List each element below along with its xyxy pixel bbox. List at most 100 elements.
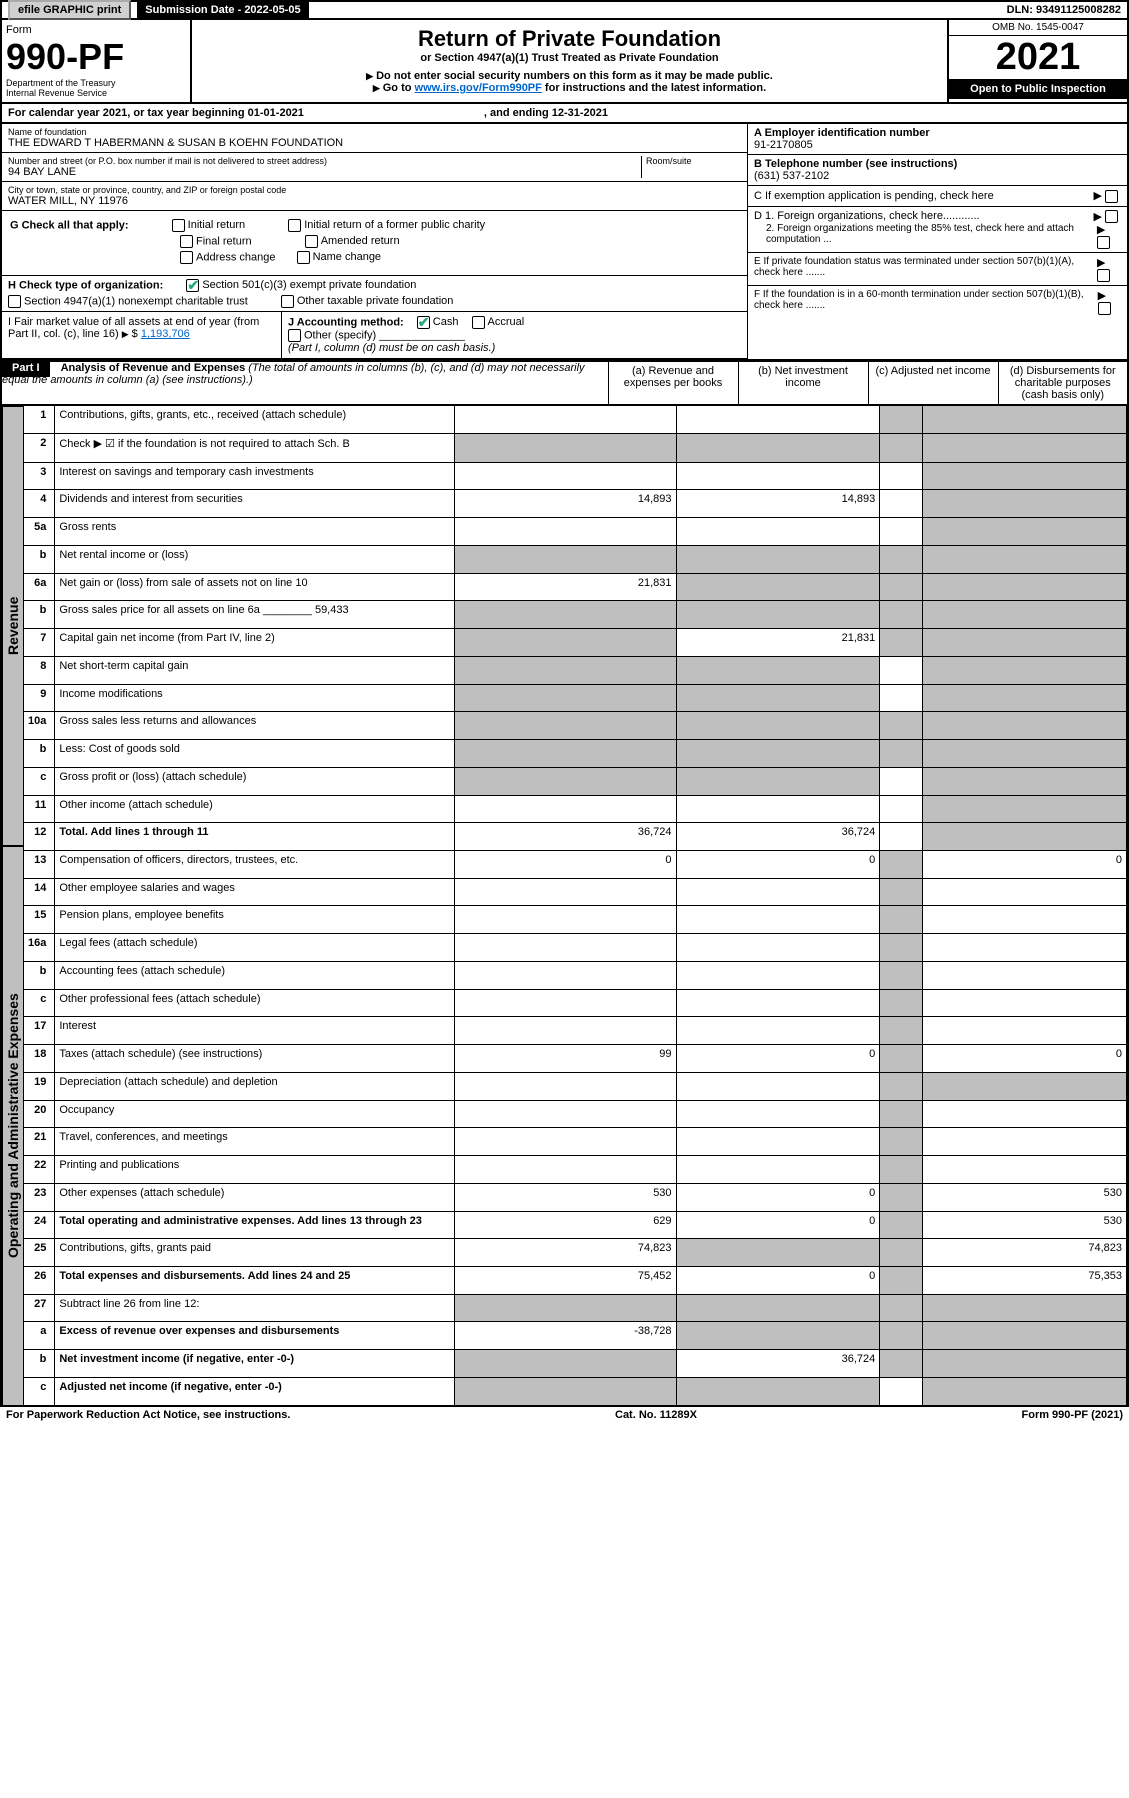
table-row: 12Total. Add lines 1 through 1136,72436,… bbox=[24, 823, 1127, 851]
note-goto-pre: Go to bbox=[373, 82, 415, 94]
table-row: 14Other employee salaries and wages bbox=[24, 878, 1127, 906]
table-row: 3Interest on savings and temporary cash … bbox=[24, 462, 1127, 490]
e-label: E If private foundation status was termi… bbox=[754, 256, 1097, 282]
table-row: 22Printing and publications bbox=[24, 1156, 1127, 1184]
fmv-link[interactable]: 1,193,706 bbox=[141, 328, 190, 340]
table-row: 9Income modifications bbox=[24, 684, 1127, 712]
d1-checkbox[interactable] bbox=[1105, 210, 1118, 223]
efile-print-button[interactable]: efile GRAPHIC print bbox=[8, 0, 131, 20]
phone-label: B Telephone number (see instructions) bbox=[754, 158, 957, 170]
info-grid: Name of foundation THE EDWARD T HABERMAN… bbox=[0, 124, 1129, 361]
form-number: 990-PF bbox=[6, 36, 186, 78]
j-note: (Part I, column (d) must be on cash basi… bbox=[288, 342, 741, 354]
d1-label: D 1. Foreign organizations, check here..… bbox=[754, 210, 980, 224]
footer-left: For Paperwork Reduction Act Notice, see … bbox=[6, 1409, 290, 1421]
g-label: G Check all that apply: bbox=[10, 219, 129, 231]
dept-2: Internal Revenue Service bbox=[6, 88, 186, 98]
foundation-name: THE EDWARD T HABERMANN & SUSAN B KOEHN F… bbox=[8, 137, 741, 149]
table-row: cGross profit or (loss) (attach schedule… bbox=[24, 767, 1127, 795]
g-section: G Check all that apply: Initial return I… bbox=[2, 211, 747, 276]
c-checkbox[interactable] bbox=[1105, 190, 1118, 203]
table-row: bAccounting fees (attach schedule) bbox=[24, 961, 1127, 989]
col-a-header: (a) Revenue and expenses per books bbox=[608, 362, 738, 406]
table-row: 11Other income (attach schedule) bbox=[24, 795, 1127, 823]
table-row: 18Taxes (attach schedule) (see instructi… bbox=[24, 1045, 1127, 1073]
part1-body: Revenue Operating and Administrative Exp… bbox=[0, 406, 1129, 1406]
calendar-year-row: For calendar year 2021, or tax year begi… bbox=[0, 104, 1129, 124]
submission-date: Submission Date - 2022-05-05 bbox=[139, 2, 308, 18]
phone: (631) 537-2102 bbox=[754, 170, 1121, 182]
ein-label: A Employer identification number bbox=[754, 127, 930, 139]
cash-checkbox[interactable] bbox=[417, 316, 430, 329]
expenses-vert-label: Operating and Administrative Expenses bbox=[2, 846, 24, 1406]
form-subtitle: or Section 4947(a)(1) Trust Treated as P… bbox=[198, 52, 941, 64]
dept-1: Department of the Treasury bbox=[6, 78, 186, 88]
ein: 91-2170805 bbox=[754, 139, 1121, 151]
foundation-name-label: Name of foundation bbox=[8, 127, 741, 137]
table-row: 27Subtract line 26 from line 12: bbox=[24, 1294, 1127, 1322]
table-row: 23Other expenses (attach schedule)530053… bbox=[24, 1183, 1127, 1211]
tax-year: 2021 bbox=[949, 36, 1127, 79]
city-label: City or town, state or province, country… bbox=[8, 185, 741, 195]
table-row: aExcess of revenue over expenses and dis… bbox=[24, 1322, 1127, 1350]
table-row: 7Capital gain net income (from Part IV, … bbox=[24, 629, 1127, 657]
open-to-public: Open to Public Inspection bbox=[949, 79, 1127, 99]
table-row: cOther professional fees (attach schedul… bbox=[24, 989, 1127, 1017]
h-section: H Check type of organization: Section 50… bbox=[2, 276, 747, 312]
table-row: 20Occupancy bbox=[24, 1100, 1127, 1128]
address: 94 BAY LANE bbox=[8, 166, 641, 178]
table-row: 2Check ▶ ☑ if the foundation is not requ… bbox=[24, 433, 1127, 462]
table-row: 21Travel, conferences, and meetings bbox=[24, 1128, 1127, 1156]
j-label: J Accounting method: bbox=[288, 316, 404, 328]
address-change-checkbox[interactable] bbox=[180, 251, 193, 264]
footer-mid: Cat. No. 11289X bbox=[615, 1409, 697, 1421]
4947-checkbox[interactable] bbox=[8, 295, 21, 308]
table-row: bNet investment income (if negative, ent… bbox=[24, 1350, 1127, 1378]
table-row: 19Depreciation (attach schedule) and dep… bbox=[24, 1072, 1127, 1100]
table-row: 6aNet gain or (loss) from sale of assets… bbox=[24, 573, 1127, 601]
note-goto-post: for instructions and the latest informat… bbox=[542, 82, 766, 94]
e-checkbox[interactable] bbox=[1097, 269, 1110, 282]
table-row: bLess: Cost of goods sold bbox=[24, 740, 1127, 768]
form-label: Form bbox=[6, 24, 186, 36]
dln: DLN: 93491125008282 bbox=[1001, 2, 1127, 18]
cal-year-begin: For calendar year 2021, or tax year begi… bbox=[8, 107, 304, 119]
initial-return-checkbox[interactable] bbox=[172, 219, 185, 232]
name-change-checkbox[interactable] bbox=[297, 251, 310, 264]
other-taxable-checkbox[interactable] bbox=[281, 295, 294, 308]
part1-title: Analysis of Revenue and Expenses bbox=[61, 362, 246, 374]
h-label: H Check type of organization: bbox=[8, 279, 163, 291]
d2-checkbox[interactable] bbox=[1097, 236, 1110, 249]
instructions-link[interactable]: www.irs.gov/Form990PF bbox=[415, 82, 542, 94]
revenue-vert-label: Revenue bbox=[2, 406, 24, 846]
final-return-checkbox[interactable] bbox=[180, 235, 193, 248]
other-method-checkbox[interactable] bbox=[288, 329, 301, 342]
table-row: 25Contributions, gifts, grants paid74,82… bbox=[24, 1239, 1127, 1267]
city: WATER MILL, NY 11976 bbox=[8, 195, 741, 207]
table-row: 8Net short-term capital gain bbox=[24, 656, 1127, 684]
f-checkbox[interactable] bbox=[1098, 302, 1111, 315]
table-row: 13Compensation of officers, directors, t… bbox=[24, 850, 1127, 878]
header-bar: efile GRAPHIC print Submission Date - 20… bbox=[0, 0, 1129, 20]
col-d-header: (d) Disbursements for charitable purpose… bbox=[998, 362, 1128, 406]
table-row: 10aGross sales less returns and allowanc… bbox=[24, 712, 1127, 740]
amended-return-checkbox[interactable] bbox=[305, 235, 318, 248]
table-row: 1Contributions, gifts, grants, etc., rec… bbox=[24, 406, 1127, 433]
omb-number: OMB No. 1545-0047 bbox=[949, 20, 1127, 36]
col-c-header: (c) Adjusted net income bbox=[868, 362, 998, 406]
c-label: C If exemption application is pending, c… bbox=[754, 190, 994, 202]
address-label: Number and street (or P.O. box number if… bbox=[8, 156, 641, 166]
table-row: 17Interest bbox=[24, 1017, 1127, 1045]
col-b-header: (b) Net investment income bbox=[738, 362, 868, 406]
title-row: Form 990-PF Department of the Treasury I… bbox=[0, 20, 1129, 104]
d2-label: 2. Foreign organizations meeting the 85%… bbox=[766, 223, 1097, 249]
501c3-checkbox[interactable] bbox=[186, 279, 199, 292]
page-footer: For Paperwork Reduction Act Notice, see … bbox=[0, 1406, 1129, 1423]
footer-right: Form 990-PF (2021) bbox=[1022, 1409, 1123, 1421]
table-row: 16aLegal fees (attach schedule) bbox=[24, 934, 1127, 962]
cal-year-end: , and ending 12-31-2021 bbox=[484, 107, 608, 119]
table-row: 4Dividends and interest from securities1… bbox=[24, 490, 1127, 518]
initial-former-checkbox[interactable] bbox=[288, 219, 301, 232]
room-label: Room/suite bbox=[646, 156, 741, 166]
accrual-checkbox[interactable] bbox=[472, 316, 485, 329]
